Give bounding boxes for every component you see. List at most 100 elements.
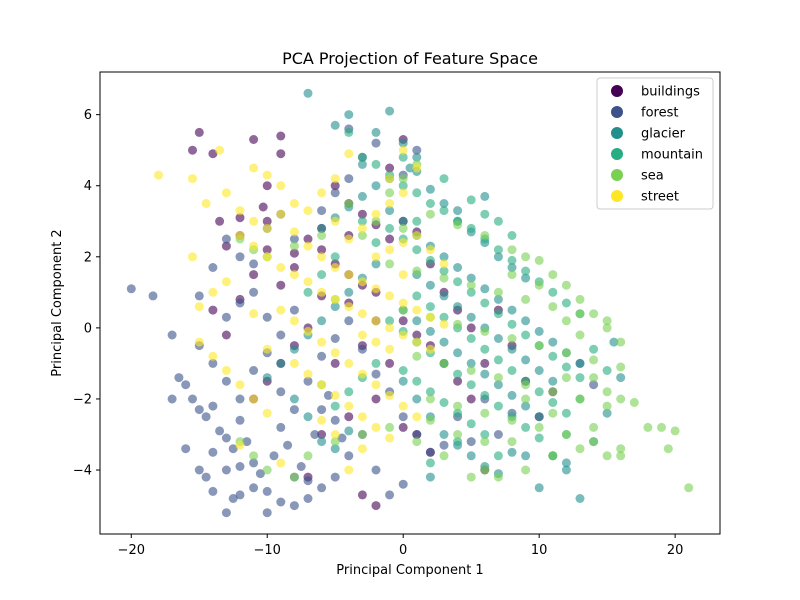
point-glacier-59: [262, 373, 272, 383]
point-sea-68: [439, 451, 449, 461]
point-forest-55: [439, 440, 449, 450]
point-mountain-15: [548, 287, 558, 297]
point-glacier-3: [371, 127, 381, 137]
point-sea-31: [480, 326, 490, 336]
point-street-32: [303, 241, 313, 251]
point-sea-74: [289, 472, 299, 482]
point-forest-64: [262, 312, 272, 322]
point-street-54: [289, 358, 299, 368]
point-buildings-65: [480, 358, 490, 368]
point-glacier-28: [575, 358, 585, 368]
point-forest-56: [385, 490, 395, 500]
point-glacier-60: [398, 376, 408, 386]
plot-area-frame: [99, 71, 721, 535]
point-street-20: [276, 263, 286, 272]
point-street-61: [385, 433, 395, 443]
point-mountain-38: [480, 344, 490, 354]
point-glacier-67: [425, 472, 435, 482]
point-street-89: [357, 330, 367, 340]
point-buildings-58: [289, 263, 299, 272]
point-forest-1: [148, 291, 158, 301]
point-glacier-69: [534, 483, 544, 493]
point-street-5: [249, 163, 259, 173]
point-sea-62: [575, 444, 585, 454]
point-forest-30: [208, 486, 218, 496]
point-sea-47: [453, 401, 463, 411]
point-glacier-19: [453, 263, 463, 272]
point-sea-11: [507, 245, 517, 255]
point-mountain-5: [412, 188, 422, 198]
point-street-72: [371, 209, 381, 219]
point-forest-97: [412, 145, 422, 155]
point-buildings-54: [208, 305, 218, 315]
point-buildings-41: [317, 430, 327, 439]
point-mountain-81: [602, 366, 612, 375]
point-glacier-45: [466, 358, 476, 368]
point-sea-66: [480, 465, 490, 475]
point-forest-70: [249, 259, 259, 269]
point-mountain-69: [453, 437, 463, 447]
point-sea-13: [548, 270, 558, 280]
point-sea-40: [493, 373, 503, 383]
point-forest-44: [289, 405, 299, 415]
point-glacier-55: [317, 316, 327, 326]
point-forest-34: [262, 508, 272, 518]
point-forest-81: [276, 497, 286, 507]
point-buildings-53: [221, 330, 231, 340]
point-glacier-24: [521, 316, 531, 326]
legend-frame: [596, 77, 714, 210]
point-street-95: [317, 415, 327, 425]
point-forest-13: [242, 437, 252, 447]
point-buildings-0: [194, 127, 204, 137]
point-forest-19: [283, 440, 293, 450]
point-mountain-13: [521, 266, 531, 276]
point-street-76: [425, 245, 435, 255]
point-street-98: [385, 174, 395, 184]
point-glacier-18: [439, 252, 449, 262]
point-sea-61: [589, 422, 599, 432]
point-street-34: [330, 263, 340, 272]
point-buildings-43: [371, 394, 381, 404]
point-street-77: [439, 259, 449, 269]
point-street-3: [201, 199, 211, 208]
point-buildings-1: [188, 145, 197, 155]
point-buildings-9: [262, 216, 272, 226]
point-sea-26: [575, 309, 585, 319]
point-mountain-79: [303, 287, 313, 297]
point-sea-46: [425, 394, 435, 404]
point-street-38: [385, 291, 395, 301]
point-forest-16: [262, 486, 272, 496]
point-glacier-38: [534, 366, 544, 375]
point-forest-62: [235, 298, 245, 308]
point-glacier-83: [521, 273, 531, 283]
point-glacier-13: [317, 223, 327, 233]
point-mountain-80: [589, 344, 599, 354]
point-street-25: [344, 302, 354, 312]
point-street-64: [221, 366, 231, 375]
point-mountain-43: [548, 398, 558, 407]
point-glacier-25: [534, 326, 544, 336]
point-forest-95: [371, 138, 381, 148]
point-street-81: [303, 206, 313, 216]
points-layer: [126, 88, 694, 518]
point-sea-21: [439, 273, 449, 283]
point-buildings-5: [276, 131, 286, 141]
point-sea-54: [643, 422, 653, 432]
point-forest-28: [194, 465, 204, 475]
legend: buildings forest glacier mountain sea street: [596, 77, 714, 210]
point-forest-65: [276, 330, 286, 340]
point-glacier-42: [425, 326, 435, 336]
point-street-13: [317, 188, 327, 198]
point-mountain-53: [493, 401, 503, 411]
point-glacier-9: [371, 181, 381, 191]
point-buildings-2: [208, 149, 218, 159]
point-sea-56: [670, 426, 680, 436]
point-glacier-2: [344, 110, 354, 120]
point-forest-85: [235, 462, 245, 471]
point-glacier-46: [480, 369, 490, 379]
point-mountain-6: [425, 199, 435, 208]
point-sea-75: [262, 465, 272, 475]
point-mountain-60: [439, 398, 449, 407]
point-street-29: [398, 330, 408, 340]
point-street-39: [398, 298, 408, 308]
